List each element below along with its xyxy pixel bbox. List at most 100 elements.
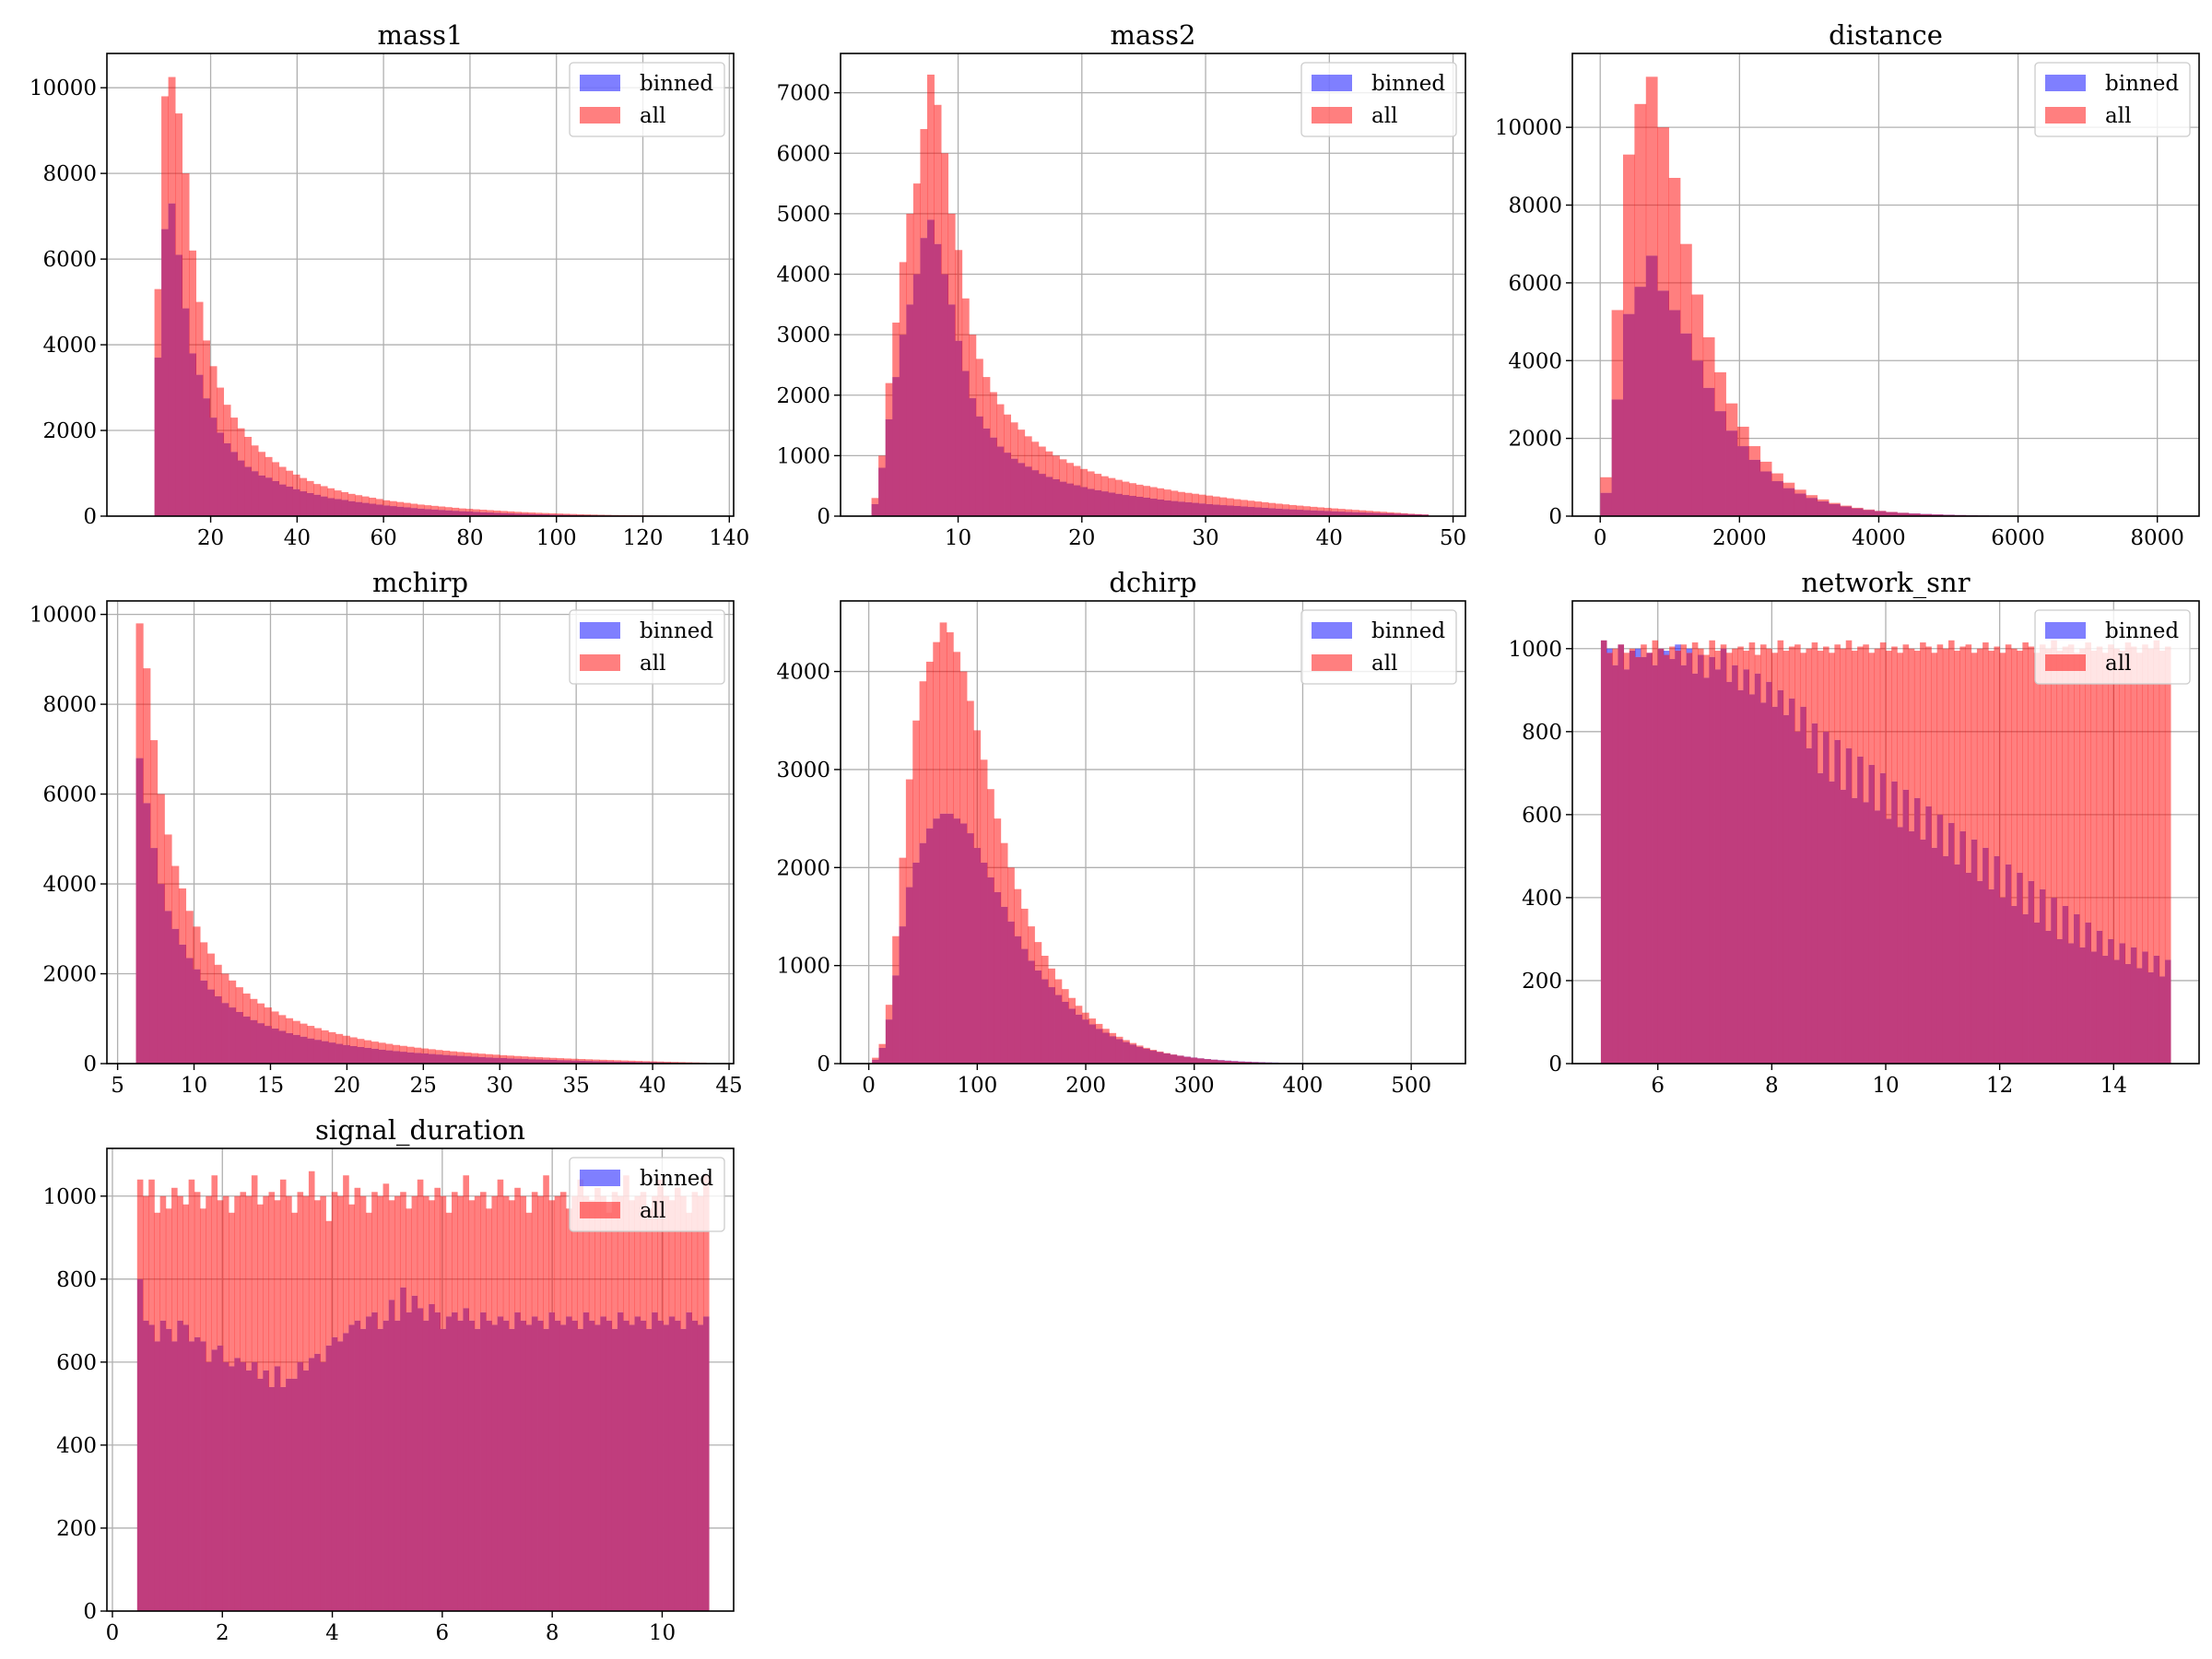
bar-all: [1247, 500, 1255, 508]
y-tick-label: 600: [1522, 804, 1562, 828]
bar-all: [925, 661, 934, 829]
bar-overlap: [230, 452, 239, 516]
bar-overlap: [521, 1058, 529, 1064]
y-tick-label: 0: [83, 505, 97, 529]
bar-overlap: [2056, 938, 2064, 1064]
bar-overlap: [272, 480, 280, 516]
legend-label-binned: binned: [1371, 619, 1445, 643]
x-tick-label: 6: [1651, 1074, 1665, 1098]
bar-overlap: [1691, 673, 1699, 1064]
bar-overlap: [554, 1320, 561, 1611]
bar-all: [606, 1060, 615, 1062]
bar-all: [1800, 653, 1806, 707]
bar-all: [472, 509, 480, 512]
bar-overlap: [1372, 512, 1381, 516]
bar-all: [933, 641, 941, 819]
bar-all: [1087, 471, 1095, 489]
x-tick-label: 40: [284, 526, 311, 550]
bar-overlap: [513, 1058, 522, 1064]
bar-all: [159, 1195, 167, 1321]
bar-overlap: [171, 928, 180, 1064]
bar-overlap: [369, 503, 377, 516]
bar-overlap: [2164, 959, 2171, 1064]
bar-overlap: [1771, 481, 1783, 516]
bar-all: [1720, 644, 1727, 649]
legend-label-binned: binned: [2105, 72, 2179, 96]
bar-overlap: [2153, 955, 2160, 1064]
bar-overlap: [525, 1324, 533, 1611]
bar-overlap: [912, 274, 921, 516]
bar-all: [629, 1200, 635, 1325]
bar-all: [885, 382, 893, 420]
bar-overlap: [1288, 509, 1297, 516]
bar-all: [640, 1192, 647, 1321]
bar-overlap: [1123, 1041, 1130, 1064]
bar-overlap: [652, 1312, 658, 1611]
legend-swatch-binned: [580, 622, 620, 639]
bar-all: [1954, 651, 1960, 865]
bar-all: [1059, 459, 1067, 482]
bar-overlap: [641, 1062, 650, 1064]
bar-all: [1679, 243, 1692, 334]
bar-all: [240, 1192, 247, 1362]
bar-all: [1038, 446, 1046, 475]
bar-all: [1623, 653, 1630, 670]
bar-overlap: [1081, 1019, 1089, 1064]
bar-all: [1931, 653, 1938, 848]
bar-overlap: [939, 813, 947, 1064]
bar-all: [531, 1192, 538, 1317]
bar-all: [1268, 502, 1276, 509]
bar-all: [1732, 648, 1738, 665]
bar-overlap: [657, 1320, 664, 1611]
bar-overlap: [209, 418, 218, 516]
bar-overlap: [2147, 971, 2154, 1064]
bar-all: [663, 1061, 671, 1063]
bar-overlap: [1108, 492, 1116, 516]
bar-all: [497, 1179, 504, 1317]
bar-all: [230, 418, 239, 453]
bar-overlap: [1359, 512, 1367, 516]
bar-overlap: [947, 304, 956, 516]
bar-overlap: [1703, 677, 1710, 1064]
bar-binned: [1635, 648, 1641, 657]
bar-overlap: [617, 1312, 624, 1611]
bar-overlap: [1204, 1059, 1211, 1064]
bar-all: [385, 1043, 394, 1051]
bar-overlap: [1851, 797, 1858, 1064]
bar-overlap: [566, 1316, 572, 1611]
bar-overlap: [1800, 706, 1806, 1064]
x-tick-label: 20: [197, 526, 224, 550]
bar-overlap: [2079, 947, 2086, 1064]
bar-all: [263, 1195, 269, 1371]
bar-all: [973, 730, 982, 849]
bar-all: [1034, 942, 1042, 971]
bar-overlap: [1725, 681, 1733, 1064]
bar-all: [975, 359, 983, 417]
bar-all: [1386, 512, 1394, 513]
bar-overlap: [2022, 913, 2029, 1064]
bar-all: [1135, 1045, 1144, 1047]
bar-overlap: [1275, 508, 1283, 516]
bar-all: [1163, 489, 1171, 500]
bar-overlap: [486, 512, 494, 516]
bar-all: [149, 740, 159, 849]
bar-all: [171, 865, 180, 929]
bar-overlap: [1732, 665, 1738, 1064]
bar-all: [2056, 651, 2064, 939]
legend-swatch-binned: [1312, 75, 1352, 91]
bar-overlap: [430, 509, 439, 516]
bar-overlap: [240, 1361, 247, 1611]
bar-overlap: [1310, 510, 1318, 516]
bar-overlap: [506, 1058, 514, 1064]
bar-overlap: [1000, 906, 1008, 1064]
bar-overlap: [599, 1061, 607, 1064]
bar-all: [1206, 495, 1214, 504]
bar-overlap: [422, 1320, 429, 1611]
panel-mass2: 10 20 30 40 50 0 1000 2000 3000 4000 5000 6000 7000 m…: [776, 19, 1466, 550]
bar-overlap: [440, 1328, 447, 1611]
bar-all: [136, 1179, 144, 1279]
bar-all: [1669, 646, 1676, 660]
bar-overlap: [1128, 496, 1136, 516]
x-tick-label: 80: [456, 526, 483, 550]
y-tick-label: 8000: [1508, 194, 1562, 218]
